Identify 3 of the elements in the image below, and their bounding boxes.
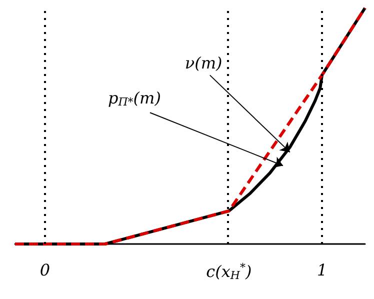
x-tick-label: 1 bbox=[316, 260, 328, 280]
x-tick-label: 0 bbox=[40, 260, 50, 280]
annotation: ν(m) bbox=[184, 54, 222, 73]
